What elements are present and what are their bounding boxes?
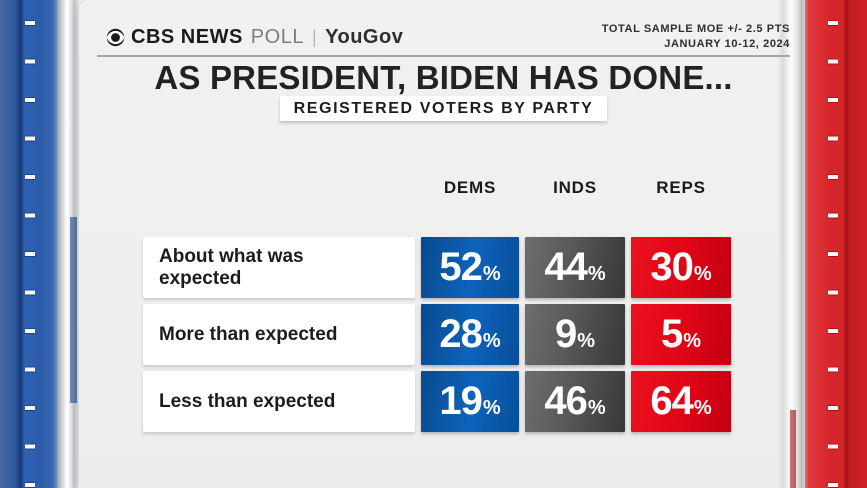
- value: 64%: [650, 379, 711, 424]
- row-label-text: More than expected: [159, 323, 338, 345]
- poll-table: DEMS INDS REPS About what was expected 5…: [143, 170, 731, 432]
- sample-info: TOTAL SAMPLE MOE +/- 2.5 PTS JANUARY 10-…: [602, 22, 790, 52]
- value-number: 30: [650, 245, 693, 289]
- value-number: 44: [544, 245, 587, 289]
- row-label-text: About what was expected: [159, 245, 304, 289]
- value-cell-inds: 9%: [525, 304, 625, 365]
- moe-line: TOTAL SAMPLE MOE +/- 2.5 PTS: [601, 23, 790, 35]
- value: 44%: [544, 245, 605, 290]
- column-header-dems: DEMS: [443, 178, 497, 197]
- value-number: 52: [439, 245, 482, 289]
- date-line: JANUARY 10-12, 2024: [664, 38, 790, 50]
- value-unit: %: [683, 330, 702, 352]
- value-cell-dems: 52%: [421, 237, 519, 298]
- right-spine-staples: [828, 0, 838, 488]
- value-number: 9: [554, 312, 577, 356]
- value-number: 28: [439, 312, 482, 356]
- value-cell-dems: 19%: [421, 371, 519, 432]
- left-blue-ribbon: [70, 217, 77, 403]
- brand-separator: |: [311, 27, 318, 47]
- right-page-edge: [778, 0, 805, 488]
- value-unit: %: [587, 263, 606, 285]
- value-cell-inds: 46%: [525, 371, 625, 432]
- value: 5%: [661, 312, 701, 357]
- value-cell-dems: 28%: [421, 304, 519, 365]
- value-unit: %: [693, 263, 712, 285]
- column-header-reps: REPS: [656, 178, 706, 197]
- right-red-ribbon: [790, 410, 796, 488]
- row-label-text: Less than expected: [159, 390, 336, 412]
- value: 9%: [555, 312, 595, 357]
- value: 52%: [439, 245, 500, 290]
- value-unit: %: [482, 330, 501, 352]
- value: 28%: [439, 312, 500, 357]
- column-header-inds: INDS: [553, 178, 597, 197]
- row-label: Less than expected: [143, 371, 415, 432]
- value-cell-reps: 30%: [631, 237, 731, 298]
- brand-network: CBS NEWS: [131, 26, 243, 48]
- value-unit: %: [587, 397, 606, 419]
- value-cell-reps: 5%: [631, 304, 731, 365]
- value-unit: %: [577, 330, 596, 352]
- subtitle-wrap: REGISTERED VOTERS BY PARTY: [97, 96, 790, 121]
- header-bar: CBS NEWS POLL | YouGov TOTAL SAMPLE MOE …: [97, 22, 790, 52]
- subtitle-badge: REGISTERED VOTERS BY PARTY: [279, 96, 608, 121]
- value-unit: %: [482, 397, 501, 419]
- row-label: More than expected: [143, 304, 415, 365]
- cbs-eye-icon: [106, 28, 125, 47]
- value: 19%: [439, 379, 500, 424]
- value-number: 19: [439, 379, 482, 423]
- row-label: About what was expected: [143, 237, 415, 298]
- brand-lockup: CBS NEWS POLL | YouGov: [106, 26, 403, 49]
- header-spacer: [143, 170, 415, 198]
- value-cell-reps: 64%: [631, 371, 731, 432]
- value-number: 46: [544, 379, 587, 423]
- value-unit: %: [482, 263, 501, 285]
- brand-partner: YouGov: [325, 26, 404, 48]
- value-cell-inds: 44%: [525, 237, 625, 298]
- value: 30%: [650, 245, 711, 290]
- left-spine-staples: [25, 0, 35, 488]
- brand-product: POLL: [250, 26, 304, 48]
- value-number: 5: [660, 312, 683, 356]
- value-unit: %: [693, 397, 712, 419]
- header-divider: [97, 55, 790, 57]
- page-title: AS PRESIDENT, BIDEN HAS DONE...: [154, 59, 733, 96]
- value: 46%: [544, 379, 605, 424]
- value-number: 64: [650, 379, 693, 423]
